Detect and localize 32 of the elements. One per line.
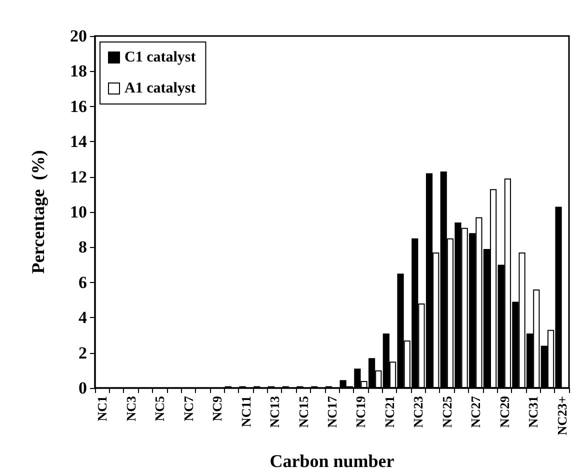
y-tick-label: 0	[78, 378, 87, 398]
y-tick-label: 4	[78, 308, 88, 328]
x-tick-label: NC27	[468, 396, 484, 428]
y-tick-label: 2	[78, 343, 87, 362]
x-tick-label: NC29	[496, 396, 512, 428]
x-tick-label: NC21	[382, 396, 397, 428]
x-tick-label: NC17	[324, 396, 340, 428]
x-tick-label: NC3	[123, 396, 138, 422]
x-tick-label: NC15	[296, 396, 311, 428]
x-tick-label: NC31	[526, 396, 541, 428]
y-axis-title: Percentage (%)	[28, 150, 48, 274]
y-tick-label: 10	[70, 202, 87, 222]
legend-label: A1 catalyst	[124, 80, 196, 96]
x-tick-label: NC23	[410, 396, 426, 428]
y-tick-label: 8	[78, 238, 87, 257]
x-tick-label: NC11	[238, 396, 254, 428]
y-tick-label: 18	[70, 62, 87, 81]
x-tick-label: NC23+	[554, 396, 570, 436]
x-tick-label: NC9	[210, 396, 225, 422]
y-tick-label: 14	[70, 132, 88, 152]
x-tick-label: NC1	[94, 396, 110, 422]
x-axis-title: Carbon number	[270, 451, 394, 471]
x-tick-label: NC5	[152, 396, 168, 422]
x-tick-label: NC13	[267, 396, 282, 428]
x-tick-label: NC19	[353, 396, 368, 428]
x-tick-label: NC7	[180, 396, 196, 422]
y-tick-label: 20	[70, 26, 87, 46]
y-tick-label: 6	[78, 272, 87, 292]
y-tick-label: 16	[70, 96, 87, 116]
x-tick-label: NC25	[439, 396, 454, 428]
legend-label: C1 catalyst	[124, 50, 196, 66]
y-tick-label: 12	[70, 167, 87, 186]
